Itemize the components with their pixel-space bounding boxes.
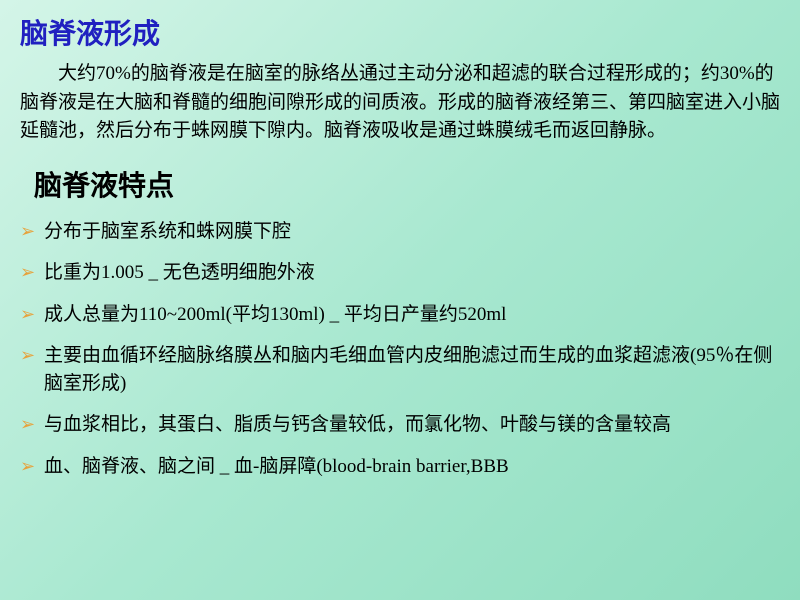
list-item: 分布于脑室系统和蛛网膜下腔 bbox=[20, 218, 780, 246]
list-item: 血、脑脊液、脑之间 _ 血-脑屏障(blood-brain barrier,BB… bbox=[20, 453, 780, 481]
list-item: 主要由血循环经脑脉络膜丛和脑内毛细血管内皮细胞滤过而生成的血浆超滤液(95％在侧… bbox=[20, 342, 780, 397]
paragraph-formation: 大约70%的脑脊液是在脑室的脉络丛通过主动分泌和超滤的联合过程形成的；约30%的… bbox=[20, 60, 780, 146]
list-item: 比重为1.005 _ 无色透明细胞外液 bbox=[20, 259, 780, 287]
heading-characteristics: 脑脊液特点 bbox=[34, 164, 780, 204]
list-item: 成人总量为110~200ml(平均130ml) _ 平均日产量约520ml bbox=[20, 301, 780, 329]
bullet-list: 分布于脑室系统和蛛网膜下腔 比重为1.005 _ 无色透明细胞外液 成人总量为1… bbox=[20, 218, 780, 481]
heading-formation: 脑脊液形成 bbox=[20, 12, 780, 52]
list-item: 与血浆相比，其蛋白、脂质与钙含量较低，而氯化物、叶酸与镁的含量较高 bbox=[20, 411, 780, 439]
